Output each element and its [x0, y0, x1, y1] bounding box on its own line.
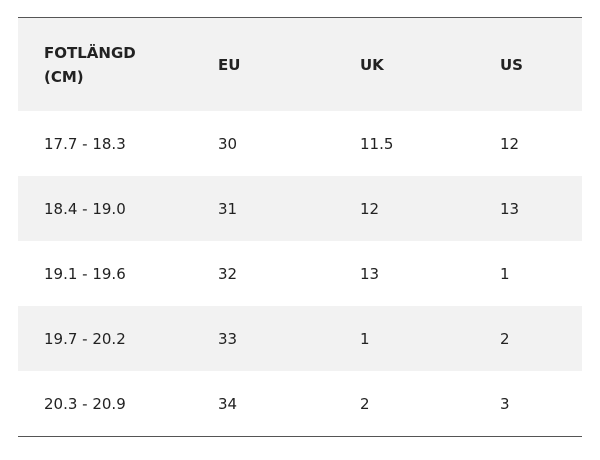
table-row: 20.3 - 20.9 34 2 3 — [18, 371, 582, 437]
header-cell: FOTLÄNGD (CM) — [18, 17, 192, 111]
table-row: 17.7 - 18.3 30 11.5 12 — [18, 111, 582, 176]
table-cell: 11.5 — [360, 134, 394, 153]
table-cell: 1 — [334, 306, 474, 371]
header-cell: EU — [192, 17, 334, 111]
table-cell: 18.4 - 19.0 — [18, 176, 192, 241]
table-row: 19.1 - 19.6 32 13 1 — [18, 241, 582, 306]
header-cell: US — [474, 17, 582, 111]
table-row: 18.4 - 19.0 31 12 13 — [18, 176, 582, 241]
table-cell: 13 — [474, 176, 582, 241]
table-body: 17.7 - 18.3 30 11.5 12 18.4 - 19.0 31 12 13 19.1… — [18, 111, 582, 437]
table-cell: 33 — [192, 306, 334, 371]
table-cell: 12 — [500, 134, 520, 153]
table-cell: 31 — [192, 176, 334, 241]
table-row: 19.7 - 20.2 33 1 2 — [18, 306, 582, 371]
table-cell: 32 — [218, 264, 238, 283]
table-cell: 2 — [360, 394, 370, 413]
size-table: FOTLÄNGD (CM) EU UK US 17.7 - 18.3 30 11.5 12 1… — [18, 17, 582, 437]
table-cell: 13 — [360, 264, 380, 283]
table-cell: 3 — [500, 394, 510, 413]
table-cell: 34 — [218, 394, 238, 413]
table-cell: 19.7 - 20.2 — [18, 306, 192, 371]
header-row: FOTLÄNGD (CM) EU UK US — [18, 17, 582, 111]
table-cell: 2 — [474, 306, 582, 371]
table-cell: 1 — [500, 264, 510, 283]
table-cell: 20.3 - 20.9 — [44, 394, 126, 413]
table-cell: 12 — [334, 176, 474, 241]
header-cell: UK — [334, 17, 474, 111]
table-cell: 30 — [218, 134, 238, 153]
table-cell: 19.1 - 19.6 — [44, 264, 126, 283]
table-cell: 17.7 - 18.3 — [44, 134, 126, 153]
